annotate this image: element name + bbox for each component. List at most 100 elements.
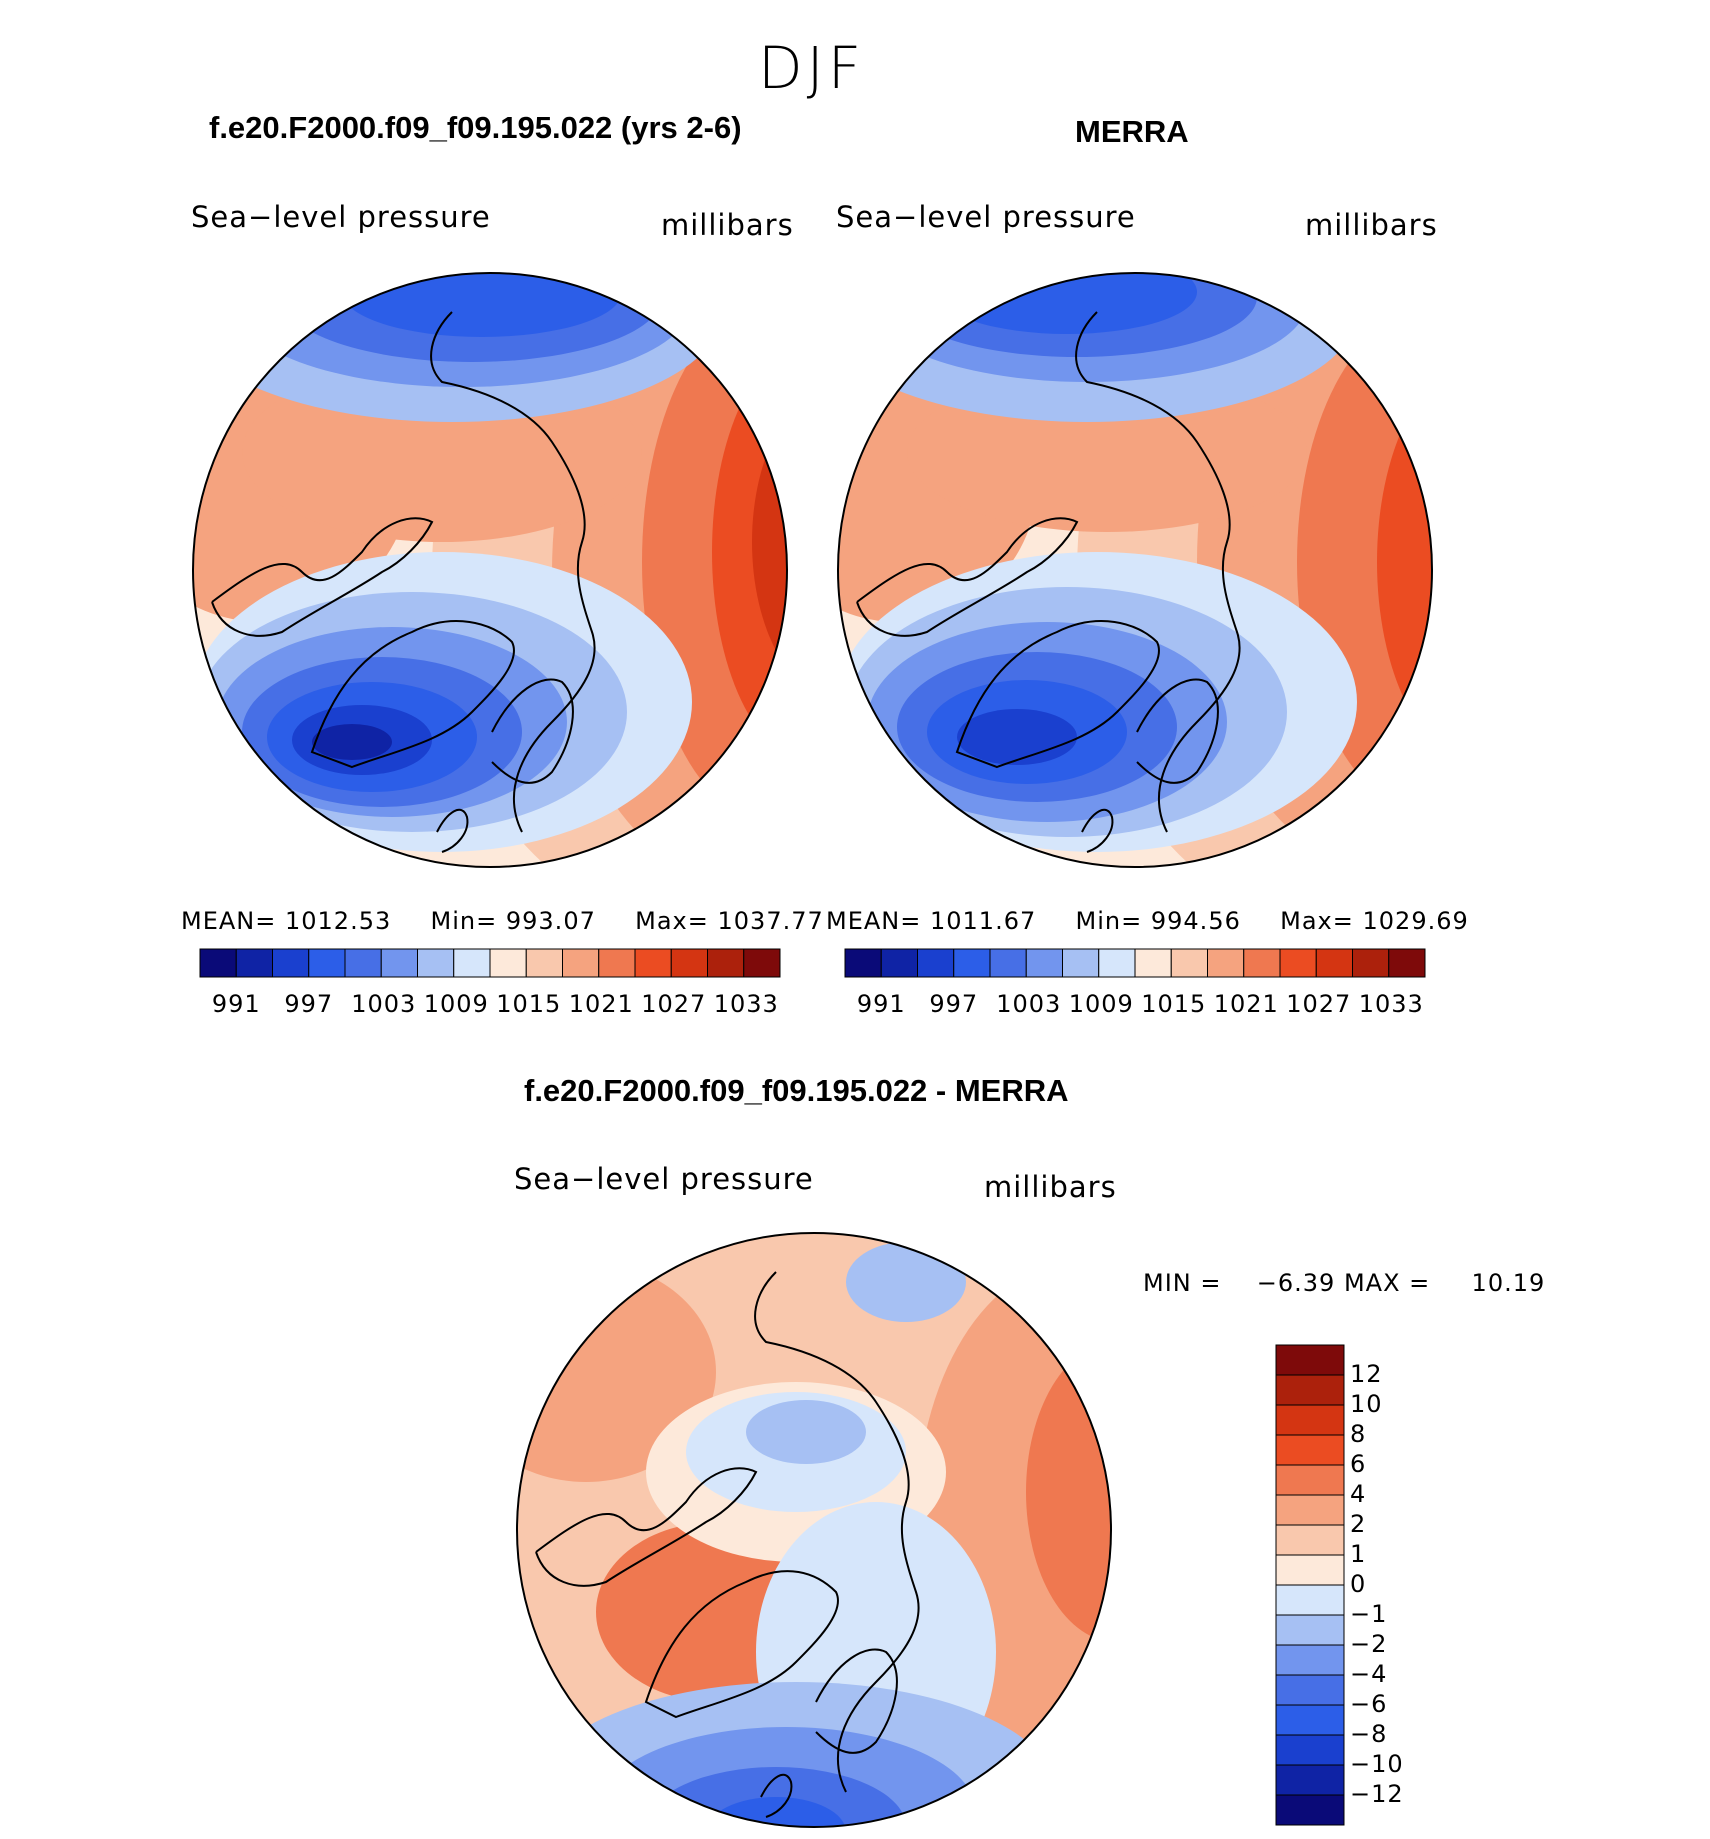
diff-stats: MIN = −6.39 MAX = 10.19 [1143, 1269, 1545, 1297]
diff-map [516, 1232, 1112, 1828]
diff-colorbar-tick-label: −1 [1350, 1600, 1388, 1628]
obs-coast-canada [856, 517, 1079, 637]
model-colorbar-tick-label: 1009 [423, 990, 489, 1018]
model-min-label: Min= [430, 907, 498, 935]
obs-max-value: 1029.69 [1362, 907, 1469, 935]
obs-coast-scandinavia [1136, 678, 1219, 784]
obs-colorbar-swatch [1025, 948, 1063, 978]
obs-colorbar-tick-label: 1033 [1358, 990, 1424, 1018]
diff-colorbar-tick-label: 4 [1350, 1480, 1367, 1508]
obs-colorbar-tick-label: 1027 [1286, 990, 1352, 1018]
model-colorbar-tick-label: 1003 [351, 990, 417, 1018]
obs-colorbar-swatch [1098, 948, 1136, 978]
diff-colorbar-swatch [1275, 1554, 1345, 1586]
model-colorbar-swatch [562, 948, 600, 978]
obs-low-bottom-6 [957, 709, 1077, 765]
model-colorbar-tick-label: 1033 [713, 990, 779, 1018]
diff-min-label: MIN = [1143, 1269, 1222, 1297]
obs-panel-title: MERRA [1075, 114, 1189, 149]
obs-min-label: Min= [1075, 907, 1143, 935]
diff-colorbar-swatch [1275, 1644, 1345, 1676]
obs-colorbar-tick-label: 991 [856, 990, 906, 1018]
obs-mean-label: MEAN= [826, 907, 922, 935]
obs-max-label: Max= [1280, 907, 1354, 935]
obs-low-top-4 [937, 273, 1197, 334]
diff-colorbar-swatch [1275, 1404, 1345, 1436]
diff-colorbar-tick-label: 0 [1350, 1570, 1367, 1598]
model-mean-value: 1012.53 [285, 907, 392, 935]
obs-high-zone-5 [1437, 422, 1597, 702]
model-map [192, 272, 788, 868]
model-coast-greenland [310, 620, 515, 769]
diff-colorbar-tick-label: 12 [1350, 1360, 1383, 1388]
diff-colorbar-swatch [1275, 1674, 1345, 1706]
model-colorbar-swatch [489, 948, 527, 978]
diff-colorbar-swatch [1275, 1494, 1345, 1526]
diff-coast-canada [535, 1467, 758, 1587]
obs-coast-uk [1081, 808, 1114, 853]
obs-min-value: 994.56 [1150, 907, 1241, 935]
diff-coast-scandinavia [815, 1648, 898, 1754]
diff-colorbar-tick-label: 10 [1350, 1390, 1383, 1418]
obs-colorbar-tick-label: 997 [929, 990, 979, 1018]
model-low-bottom-7 [312, 724, 392, 760]
model-colorbar-labels: 991 997 1003 1009 1015 1021 1027 1033 [200, 990, 780, 1020]
diff-coast-eurasia [754, 1271, 920, 1793]
obs-colorbar-tick-label: 1003 [996, 990, 1062, 1018]
obs-colorbar-tick-label: 1015 [1141, 990, 1207, 1018]
diff-europe-negative-3 [646, 1767, 906, 1827]
model-colorbar-swatch [344, 948, 382, 978]
obs-colorbar-swatch [1170, 948, 1208, 978]
diff-europe-negative-4 [706, 1797, 846, 1827]
diff-colorbar-tick-label: −6 [1350, 1690, 1388, 1718]
diff-arctic-negative-core [746, 1400, 866, 1464]
obs-colorbar-swatch [1315, 948, 1353, 978]
obs-colorbar-swatch [1279, 948, 1317, 978]
model-colorbar-swatch [417, 948, 455, 978]
model-stats: MEAN= 1012.53 Min= 993.07 Max= 1037.77 [181, 907, 824, 935]
model-colorbar-swatch [199, 948, 237, 978]
diff-coast-uk [760, 1773, 793, 1818]
model-colorbar-swatch [743, 948, 781, 978]
diff-colorbar-swatch [1275, 1584, 1345, 1616]
diff-colorbar-labels: 12 10 8 6 4 2 1 0 −1 −2 −4 −6 −8 −10 −12 [1350, 1345, 1470, 1825]
diff-colorbar-swatch [1275, 1614, 1345, 1646]
obs-colorbar-swatch [1062, 948, 1100, 978]
diff-north-negative [846, 1242, 966, 1322]
obs-coast-eurasia [1075, 311, 1241, 833]
figure-title: DJF [758, 34, 866, 102]
obs-colorbar-tick-label: 1009 [1068, 990, 1134, 1018]
diff-max-value: 10.19 [1471, 1269, 1546, 1297]
diff-colorbar-swatch [1275, 1734, 1345, 1766]
model-max-value: 1037.77 [717, 907, 824, 935]
obs-colorbar [844, 948, 1426, 978]
diff-variable-label: Sea−level pressure [514, 1162, 814, 1196]
model-colorbar-swatch [707, 948, 745, 978]
diff-colorbar-tick-label: 8 [1350, 1420, 1367, 1448]
model-low-top-4 [342, 273, 622, 337]
model-colorbar-swatch [598, 948, 636, 978]
model-colorbar-tick-label: 1015 [496, 990, 562, 1018]
diff-colorbar-tick-label: −2 [1350, 1630, 1388, 1658]
obs-mean-value: 1011.67 [930, 907, 1037, 935]
model-min-value: 993.07 [505, 907, 596, 935]
obs-units-label: millibars [1305, 208, 1438, 242]
model-coast-eurasia [430, 311, 596, 833]
obs-colorbar-swatch [1352, 948, 1390, 978]
obs-colorbar-swatch [844, 948, 882, 978]
diff-colorbar-swatch [1275, 1704, 1345, 1736]
diff-colorbar-tick-label: 2 [1350, 1510, 1367, 1538]
obs-colorbar-tick-label: 1021 [1213, 990, 1279, 1018]
diff-panel-title: f.e20.F2000.f09_f09.195.022 - MERRA [524, 1073, 1069, 1108]
obs-coast-greenland [955, 620, 1160, 769]
model-variable-label: Sea−level pressure [191, 200, 491, 234]
model-panel-title: f.e20.F2000.f09_f09.195.022 (yrs 2-6) [209, 110, 742, 145]
diff-colorbar-tick-label: −8 [1350, 1720, 1388, 1748]
obs-colorbar-swatch [1243, 948, 1281, 978]
model-colorbar-swatch [272, 948, 310, 978]
model-mean-label: MEAN= [181, 907, 277, 935]
diff-colorbar-swatch [1275, 1434, 1345, 1466]
obs-colorbar-swatch [917, 948, 955, 978]
obs-colorbar-swatch [953, 948, 991, 978]
obs-colorbar-swatch [1388, 948, 1426, 978]
